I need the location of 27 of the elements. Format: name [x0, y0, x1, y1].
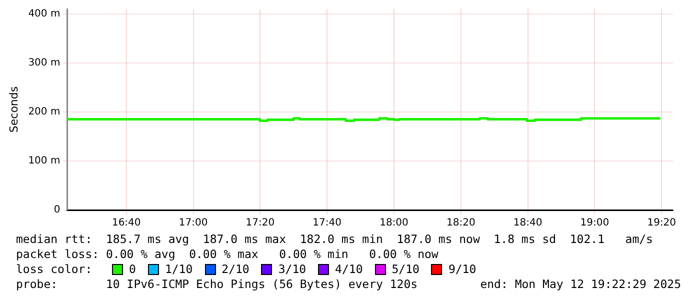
text: probe: 10 IPv6-ICMP Echo Pings (56 Bytes) every 120s [16, 277, 418, 292]
x-tick-label: 19:00 [580, 218, 610, 229]
text: end: Mon May 12 19:22:29 2025 [480, 277, 681, 292]
x-tick-label: 16:40 [112, 218, 141, 229]
legend-label: 9/10 [448, 262, 476, 277]
x-tick-label: 17:40 [312, 218, 342, 229]
legend-title: loss color: [16, 262, 94, 277]
legend-label: 0 [129, 262, 136, 277]
y-tick-label: 100 m [28, 156, 60, 167]
legend-label: 5/10 [392, 262, 420, 277]
y-tick-label: 400 m [28, 8, 60, 20]
x-tick-label: 17:20 [246, 218, 275, 229]
y-tick-label: 300 m [28, 58, 60, 69]
y-tick-label: 200 m [28, 106, 60, 118]
x-tick-label: 18:00 [380, 218, 408, 229]
x-tick-label: 17:00 [178, 218, 208, 229]
legend-label: 4/10 [335, 262, 363, 277]
text: packet loss: 0.00 % avg 0.00 % max 0.00 % min 0.00 % now [16, 247, 440, 262]
x-tick-label: 18:40 [513, 218, 542, 229]
legend-label: 3/10 [278, 262, 306, 277]
x-tick-label: 18:20 [446, 218, 476, 229]
legend-label: 2/10 [222, 262, 250, 277]
text: median rtt: 185.7 ms avg 187.0 ms max 182.0 ms min 187.0 ms now 1.8 ms sd 102.1 am/s [16, 232, 654, 247]
legend-label: 1/10 [164, 262, 193, 277]
y-tick-label: 0 [54, 204, 60, 216]
y-axis-title: Seconds [7, 86, 20, 133]
x-tick-label: 19:20 [647, 218, 676, 229]
